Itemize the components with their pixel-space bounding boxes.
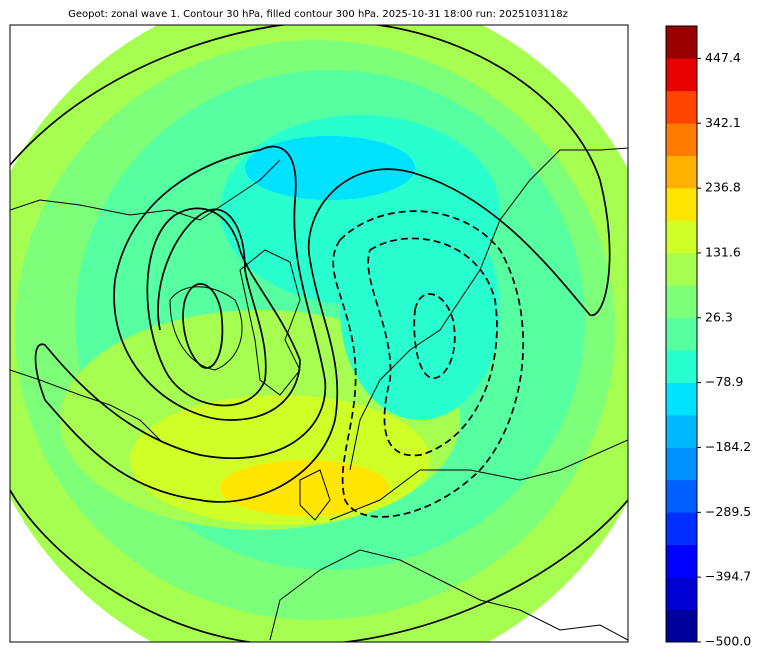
colorbar-band [666, 350, 697, 383]
colorbar-band [666, 155, 697, 189]
colorbar-band [666, 447, 697, 481]
coastlines [10, 147, 628, 641]
colorbar-tick-label: −500.0 [705, 634, 751, 649]
colorbar-tick-label: 131.6 [705, 244, 741, 259]
colorbar-band [666, 577, 697, 610]
map-frame [9, 24, 629, 643]
colorbar-band [666, 479, 697, 513]
colorbar-band [666, 252, 697, 286]
colorbar-band [666, 188, 697, 221]
colorbar-band [666, 285, 697, 319]
contours [10, 25, 628, 642]
colorbar: −500.0 −394.7 −289.5 −184.2 −78.9 26.3 131.6 23… [665, 25, 751, 649]
colorbar-band [666, 609, 697, 643]
colorbar-band [666, 90, 697, 124]
colorbar-band [666, 220, 697, 254]
map [10, 25, 628, 642]
colorbar-band [666, 123, 697, 156]
colorbar-tick-label: 26.3 [705, 309, 733, 324]
field-min [245, 136, 415, 200]
colorbar-band [666, 415, 697, 448]
colorbar-band [666, 26, 697, 59]
colorbar-band [666, 58, 697, 92]
field-negative [340, 200, 500, 420]
field-max [220, 460, 390, 516]
colorbar-band [666, 512, 697, 546]
colorbar-band [666, 544, 697, 578]
colorbar-tick-label: −289.5 [705, 504, 751, 519]
colorbar-tick-label: 447.4 [705, 50, 741, 65]
negative-contours [332, 210, 524, 518]
colorbar-tick-label: 342.1 [705, 115, 741, 130]
colorbar-band [666, 317, 697, 351]
colorbar-tick-label: −78.9 [705, 374, 743, 389]
colorbar-band [666, 382, 697, 416]
chart-title: Geopot: zonal wave 1. Contour 30 hPa, fi… [68, 9, 568, 20]
colorbar-frame [665, 25, 698, 643]
colorbar-tick-label: −184.2 [705, 439, 751, 454]
colorbar-tick-label: −394.7 [705, 569, 751, 584]
colorbar-tick-label: 236.8 [705, 180, 741, 195]
